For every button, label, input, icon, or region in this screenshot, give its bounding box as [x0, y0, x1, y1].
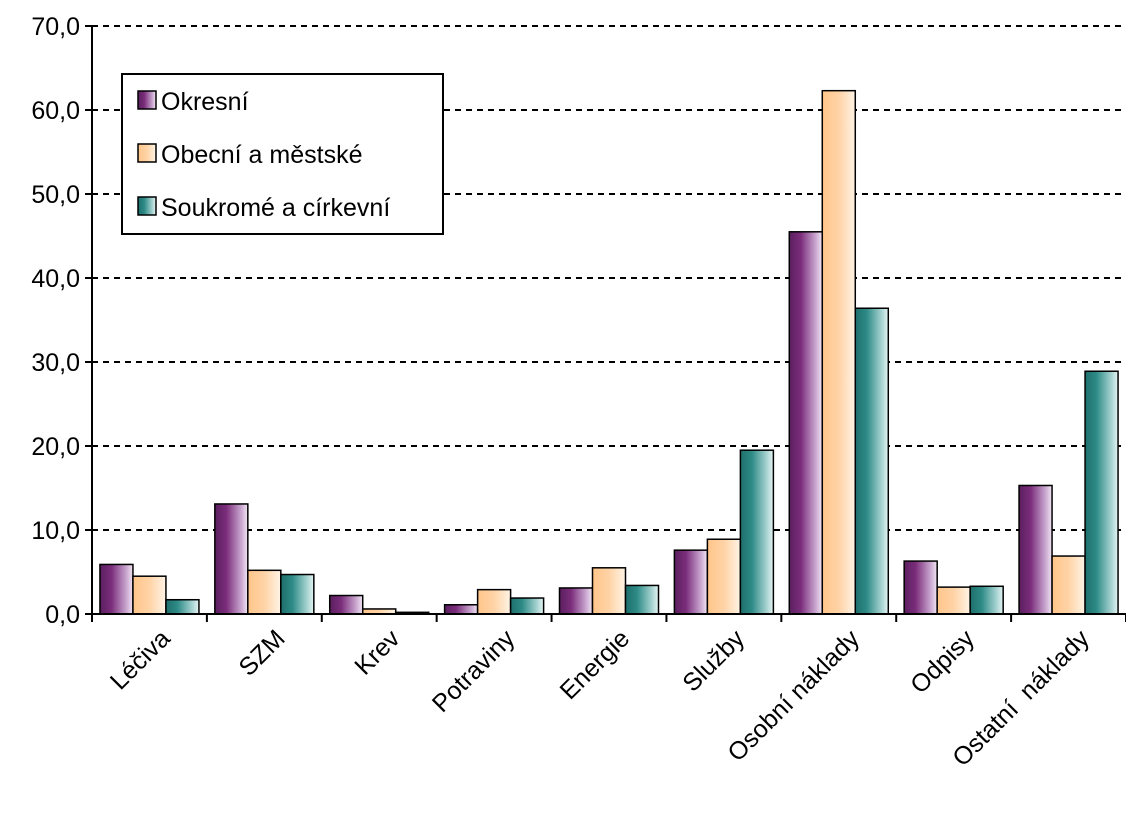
legend-label-0: Okresní — [161, 88, 249, 116]
bar-4-1 — [591, 567, 627, 615]
x-tick-label: Krev — [349, 624, 406, 681]
legend-swatch-1 — [137, 143, 157, 163]
bar-5-1 — [706, 538, 742, 615]
legend-box — [121, 73, 444, 235]
x-tick-label: Potraviny — [427, 624, 521, 718]
x-axis-tick-labels: Léčiva SZM Krev Potraviny Energie SlužbyOsobn… — [105, 624, 1095, 772]
axes — [85, 25, 1126, 622]
bar-7-2 — [969, 585, 1004, 615]
bar-3-0 — [443, 604, 479, 615]
x-tick-label: Energie — [555, 624, 636, 705]
bar-1-1 — [247, 569, 282, 615]
bar-6-0 — [788, 231, 824, 615]
y-tick-label: 60,0 — [31, 97, 80, 125]
bar-6-2 — [854, 307, 890, 615]
y-axis-tick-labels: 0,0 10,0 20,0 30,0 40,0 50,0 60,0 70,0 — [31, 13, 80, 629]
legend: Okresní Obecní a městské Soukromé a církev… — [121, 73, 444, 235]
bar-1-0 — [214, 503, 249, 615]
bar-0-1 — [132, 575, 167, 615]
y-tick-label: 50,0 — [31, 181, 80, 209]
bar-0-0 — [99, 563, 134, 615]
bar-5-2 — [739, 449, 775, 615]
y-tick-label: 20,0 — [31, 433, 80, 461]
legend-swatch-0 — [137, 90, 157, 110]
bar-2-0 — [328, 594, 364, 615]
bar-5-0 — [673, 549, 709, 615]
x-tick-label: Služby — [677, 624, 750, 697]
y-tick-label: 30,0 — [31, 349, 80, 377]
bar-0-2 — [165, 598, 200, 615]
y-tick-label: 0,0 — [45, 601, 80, 629]
y-tick-label: 40,0 — [31, 265, 80, 293]
bar-4-2 — [624, 584, 660, 615]
bar-4-0 — [558, 587, 594, 615]
bar-1-2 — [280, 573, 315, 615]
bar-7-1 — [936, 586, 971, 615]
bar-3-2 — [509, 597, 545, 615]
y-tick-label: 70,0 — [31, 13, 80, 41]
x-tick-label: Léčiva — [105, 624, 176, 695]
bar-8-1 — [1051, 555, 1086, 615]
legend-label-1: Obecní a městské — [161, 141, 362, 169]
y-tick-label: 10,0 — [31, 517, 80, 545]
legend-swatch-2 — [137, 196, 157, 216]
x-tick-label: Odpisy — [905, 624, 980, 699]
legend-label-2: Soukromé a církevní — [161, 194, 390, 222]
bar-6-1 — [821, 89, 857, 615]
x-tick-label: SZM — [233, 624, 290, 681]
bar-8-2 — [1084, 370, 1119, 615]
bar-7-0 — [903, 560, 938, 615]
bar-3-1 — [476, 588, 512, 615]
gridlines — [92, 25, 1126, 531]
bar-8-0 — [1018, 484, 1053, 615]
